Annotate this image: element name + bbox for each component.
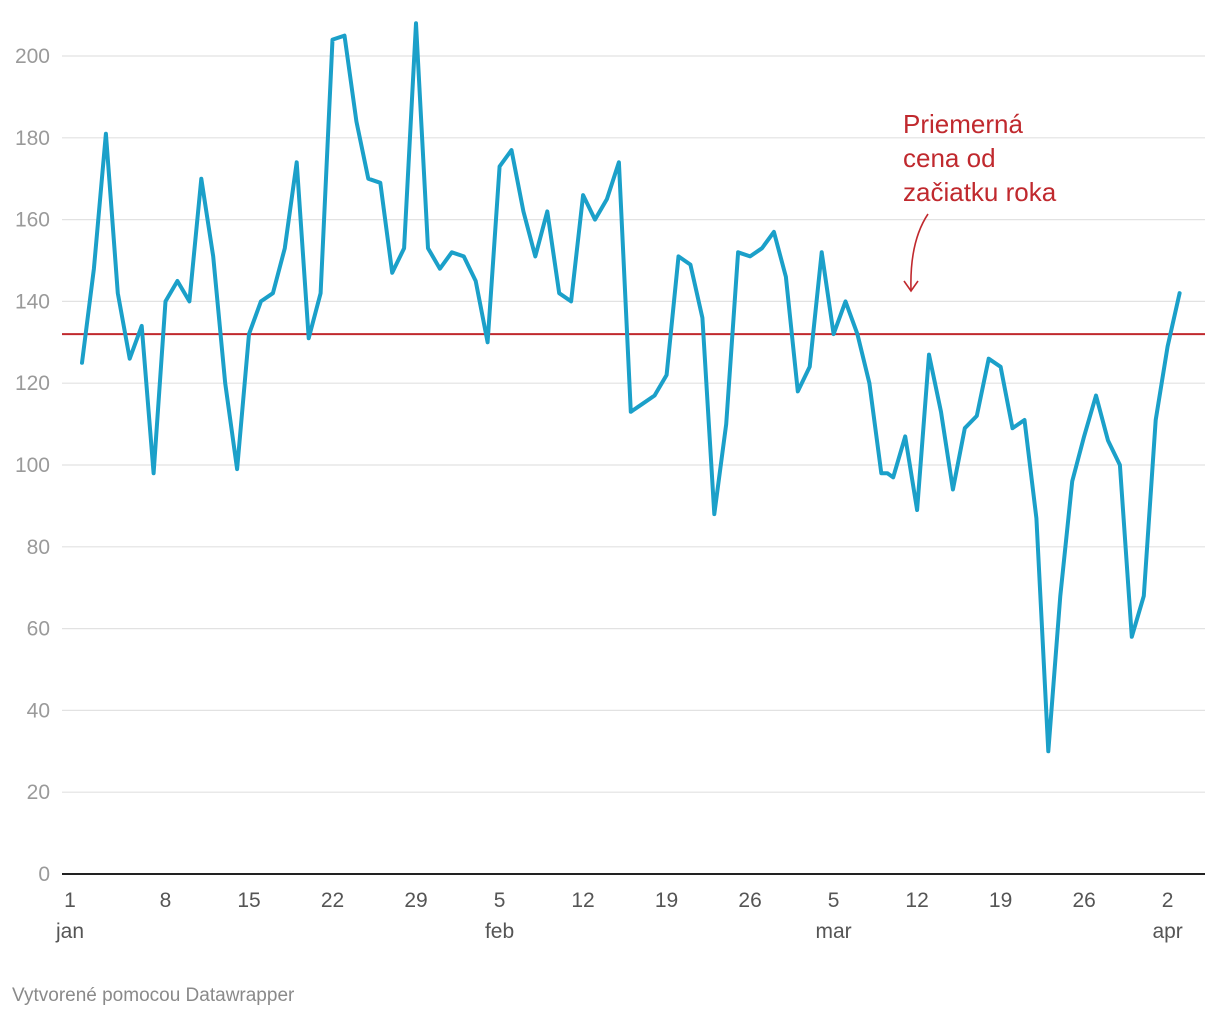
annotation-line-3: začiatku roka bbox=[903, 177, 1057, 207]
y-tick-label-40: 40 bbox=[27, 699, 50, 722]
x-month-label: mar bbox=[816, 920, 852, 943]
x-tick-label: 5 bbox=[828, 889, 840, 912]
annotation-line-2: cena od bbox=[903, 143, 996, 173]
x-month-label: jan bbox=[55, 920, 84, 943]
y-tick-label-20: 20 bbox=[27, 781, 50, 804]
x-tick-label: 5 bbox=[494, 889, 506, 912]
y-tick-label-80: 80 bbox=[27, 536, 50, 559]
x-tick-label: 2 bbox=[1162, 889, 1174, 912]
y-tick-label-120: 120 bbox=[15, 372, 50, 395]
annotation-line-1: Priemerná bbox=[903, 109, 1023, 139]
x-tick-label: 1 bbox=[64, 889, 76, 912]
y-tick-label-60: 60 bbox=[27, 618, 50, 641]
y-axis-tick-labels: 0 20 40 60 80 100 120 140 160 180 200 bbox=[15, 45, 50, 886]
footer-credit: Vytvorené pomocou Datawrapper bbox=[12, 985, 295, 1006]
x-tick-label: 12 bbox=[571, 889, 594, 912]
annotation-arrow-icon bbox=[910, 213, 929, 291]
x-month-label: apr bbox=[1152, 920, 1182, 943]
x-month-label: feb bbox=[485, 920, 514, 943]
average-annotation: Priemerná cena od začiatku roka bbox=[903, 109, 1057, 293]
line-chart: 0 20 40 60 80 100 120 140 160 180 200 1 jan 8 15 22 29 5… bbox=[15, 21, 1205, 943]
x-tick-label: 29 bbox=[404, 889, 427, 912]
x-tick-label: 26 bbox=[738, 889, 761, 912]
y-tick-label-0: 0 bbox=[38, 863, 50, 886]
x-tick-label: 19 bbox=[655, 889, 678, 912]
gridlines bbox=[62, 55, 1205, 793]
y-tick-label-180: 180 bbox=[15, 127, 50, 150]
x-axis-tick-labels: 1 jan 8 15 22 29 5 feb 12 19 26 5 mar 12 19 26 2 apr bbox=[55, 889, 1183, 943]
y-tick-label-140: 140 bbox=[15, 290, 50, 313]
y-tick-label-160: 160 bbox=[15, 209, 50, 232]
price-series-line bbox=[80, 21, 1182, 754]
x-tick-label: 22 bbox=[321, 889, 344, 912]
annotation-arrowhead-icon bbox=[903, 280, 919, 293]
x-tick-label: 8 bbox=[160, 889, 172, 912]
x-tick-label: 12 bbox=[905, 889, 928, 912]
x-tick-label: 19 bbox=[989, 889, 1012, 912]
x-tick-label: 15 bbox=[237, 889, 260, 912]
x-tick-label: 26 bbox=[1072, 889, 1095, 912]
y-tick-label-200: 200 bbox=[15, 45, 50, 68]
y-tick-label-100: 100 bbox=[15, 454, 50, 477]
